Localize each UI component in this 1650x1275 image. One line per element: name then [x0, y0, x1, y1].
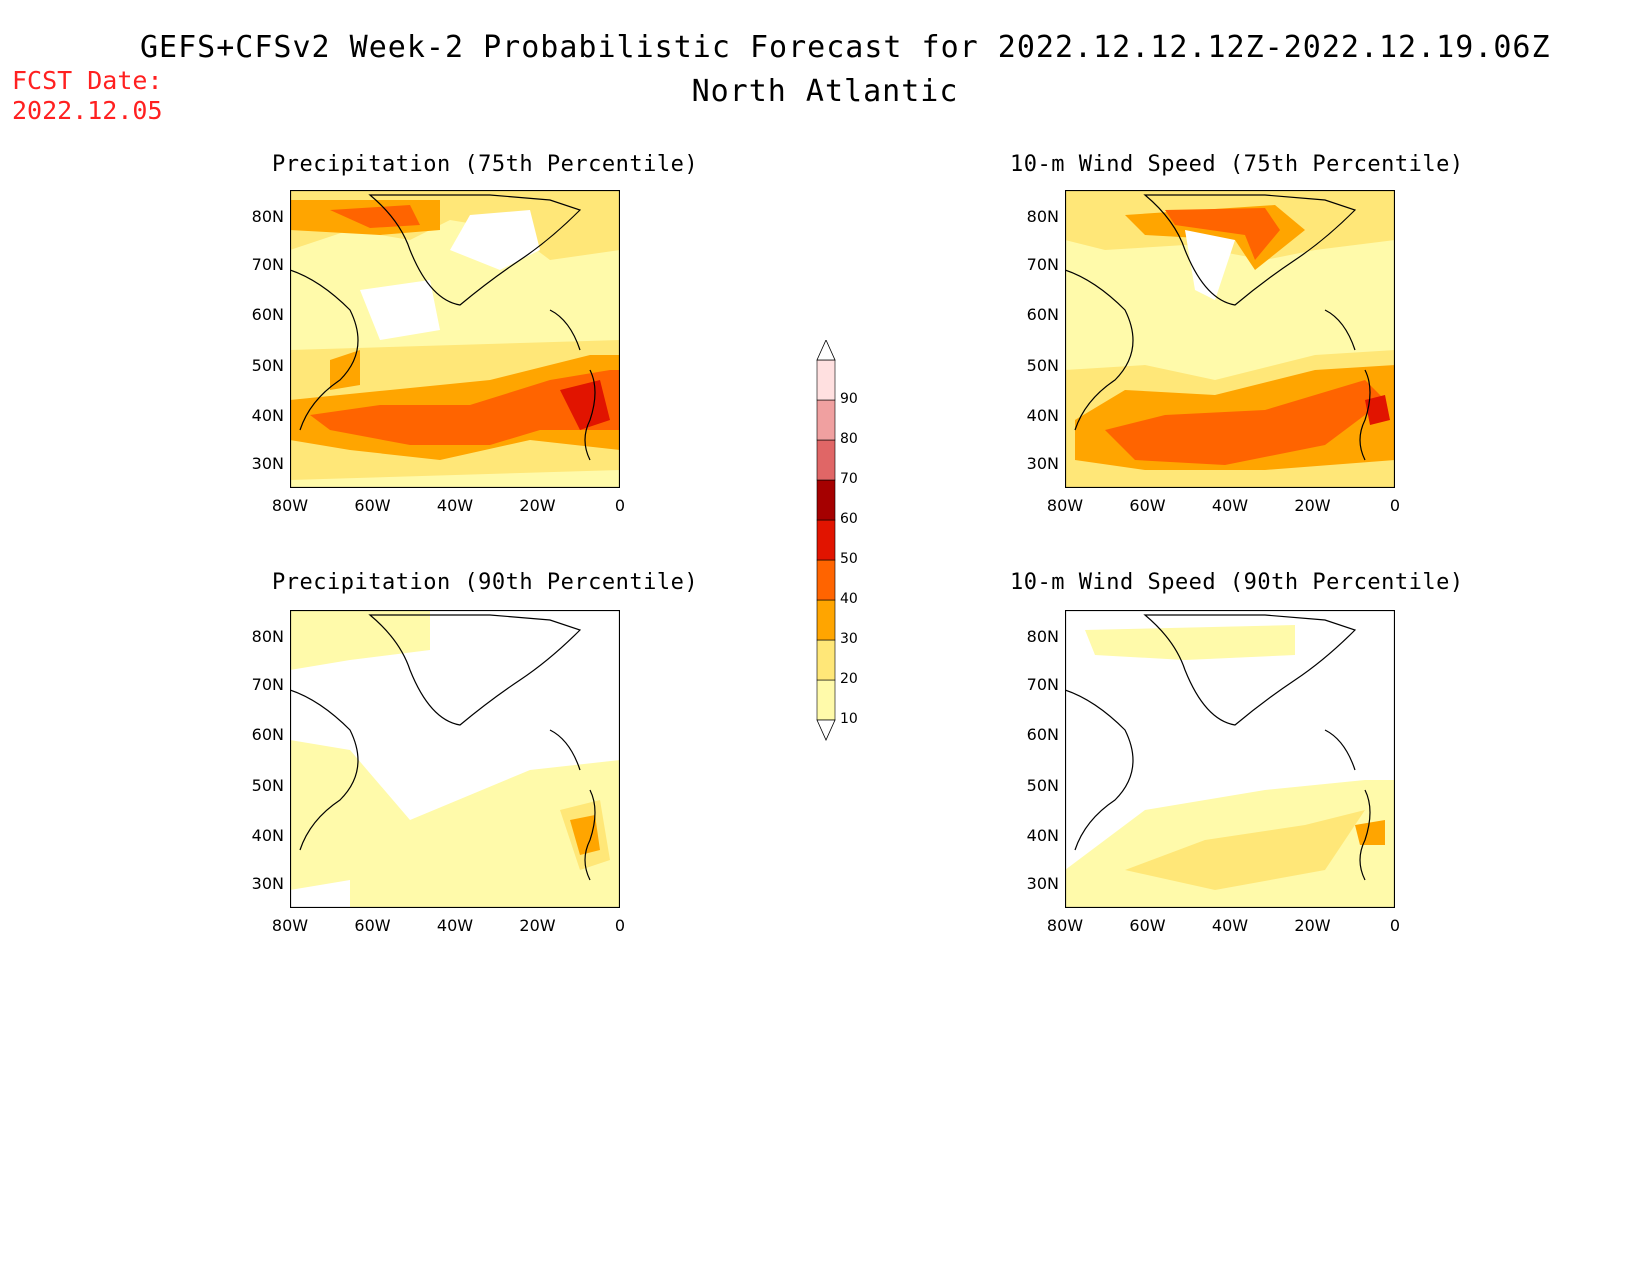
lat-tick-label: 60N — [251, 725, 284, 745]
panel-title-wind-75: 10-m Wind Speed (75th Percentile) — [1010, 152, 1464, 177]
lon-tick-label: 60W — [354, 496, 391, 515]
lon-tick-label: 60W — [1129, 496, 1166, 515]
lon-tick-label: 0 — [614, 916, 626, 935]
colorbar-segment — [816, 639, 836, 681]
lat-tick-label: 60N — [1026, 725, 1059, 745]
panel-title-precip-90: Precipitation (90th Percentile) — [272, 570, 699, 595]
lat-tick-label: 70N — [1026, 254, 1059, 274]
lon-tick-label: 0 — [1389, 496, 1401, 515]
colorbar-segment — [816, 559, 836, 601]
lon-tick-label: 0 — [614, 496, 626, 515]
lon-tick-label: 40W — [436, 496, 474, 515]
colorbar-bottom-arrow — [816, 719, 836, 741]
lat-tick-label: 80N — [1026, 206, 1059, 226]
lon-tick-label: 20W — [519, 496, 556, 515]
colorbar-segment — [816, 599, 836, 641]
lat-tick-label: 70N — [1026, 674, 1059, 694]
colorbar-tick-label: 10 — [840, 711, 858, 727]
lon-tick-label: 40W — [1211, 916, 1249, 935]
lat-tick-label: 30N — [1026, 874, 1059, 894]
lon-tick-label: 40W — [1211, 496, 1249, 515]
colorbar-segment — [816, 399, 836, 441]
colorbar-tick-label: 70 — [840, 471, 858, 487]
lat-tick-label: 30N — [251, 454, 284, 474]
forecast-date-label: FCST Date: — [12, 66, 163, 95]
lat-tick-label: 40N — [1026, 406, 1059, 426]
lat-tick-label: 30N — [251, 874, 284, 894]
lat-tick-label: 40N — [251, 406, 284, 426]
map-precip-90 — [290, 610, 620, 908]
colorbar-tick-label: 60 — [840, 511, 858, 527]
lat-tick-label: 60N — [251, 305, 284, 325]
colorbar-tick-label: 50 — [840, 551, 858, 567]
colorbar-segment — [816, 479, 836, 521]
colorbar-tick-label: 30 — [840, 631, 858, 647]
lat-tick-label: 60N — [1026, 305, 1059, 325]
colorbar-tick-label: 20 — [840, 671, 858, 687]
colorbar-top-arrow — [816, 339, 836, 361]
lat-tick-label: 80N — [251, 626, 284, 646]
lon-tick-label: 80W — [271, 496, 309, 515]
lat-tick-label: 50N — [251, 355, 284, 375]
panel-title-wind-90: 10-m Wind Speed (90th Percentile) — [1010, 570, 1464, 595]
map-precip-75 — [290, 190, 620, 488]
lat-tick-label: 80N — [1026, 626, 1059, 646]
lat-tick-label: 50N — [251, 775, 284, 795]
colorbar-segment — [816, 439, 836, 481]
colorbar-segment — [816, 519, 836, 561]
colorbar-segment — [816, 359, 836, 401]
lat-tick-label: 30N — [1026, 454, 1059, 474]
lon-tick-label: 60W — [1129, 916, 1166, 935]
lat-tick-label: 40N — [251, 826, 284, 846]
lat-tick-label: 80N — [251, 206, 284, 226]
colorbar-tick-label: 90 — [840, 391, 858, 407]
lat-tick-label: 70N — [251, 254, 284, 274]
lon-tick-label: 20W — [519, 916, 556, 935]
lat-tick-label: 50N — [1026, 775, 1059, 795]
colorbar-tick-label: 40 — [840, 591, 858, 607]
lon-tick-label: 0 — [1389, 916, 1401, 935]
main-title: GEFS+CFSv2 Week-2 Probabilistic Forecast… — [140, 30, 1551, 65]
lat-tick-label: 70N — [251, 674, 284, 694]
lon-tick-label: 80W — [271, 916, 309, 935]
panel-title-precip-75: Precipitation (75th Percentile) — [272, 152, 699, 177]
lat-tick-label: 40N — [1026, 826, 1059, 846]
colorbar-segment — [816, 679, 836, 721]
lon-tick-label: 80W — [1046, 496, 1084, 515]
map-wind-90 — [1065, 610, 1395, 908]
forecast-date-value: 2022.12.05 — [12, 96, 163, 125]
lon-tick-label: 20W — [1294, 496, 1331, 515]
colorbar-tick-label: 80 — [840, 431, 858, 447]
lon-tick-label: 80W — [1046, 916, 1084, 935]
lon-tick-label: 60W — [354, 916, 391, 935]
lon-tick-label: 40W — [436, 916, 474, 935]
map-wind-75 — [1065, 190, 1395, 488]
colorbar — [815, 339, 845, 754]
lon-tick-label: 20W — [1294, 916, 1331, 935]
lat-tick-label: 50N — [1026, 355, 1059, 375]
region-title: North Atlantic — [691, 74, 959, 109]
